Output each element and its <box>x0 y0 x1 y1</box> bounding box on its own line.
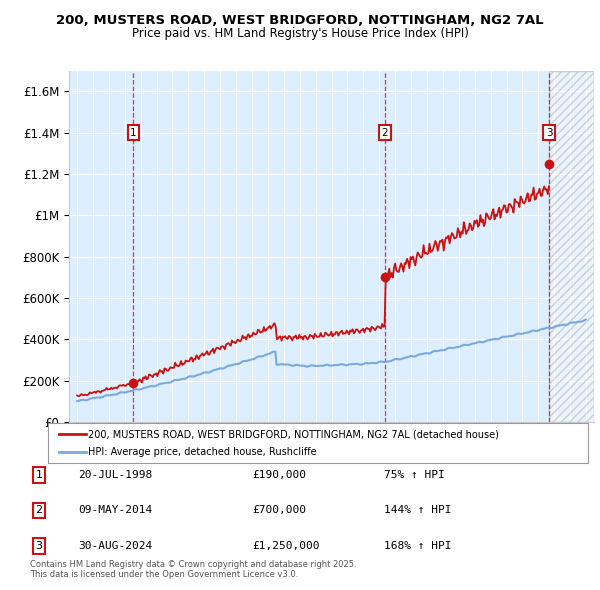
Text: £700,000: £700,000 <box>252 506 306 515</box>
Text: 200, MUSTERS ROAD, WEST BRIDGFORD, NOTTINGHAM, NG2 7AL (detached house): 200, MUSTERS ROAD, WEST BRIDGFORD, NOTTI… <box>89 430 499 440</box>
Text: 75% ↑ HPI: 75% ↑ HPI <box>384 470 445 480</box>
Text: Contains HM Land Registry data © Crown copyright and database right 2025.
This d: Contains HM Land Registry data © Crown c… <box>30 560 356 579</box>
Text: £190,000: £190,000 <box>252 470 306 480</box>
Text: 30-AUG-2024: 30-AUG-2024 <box>78 541 152 550</box>
Text: 3: 3 <box>35 541 43 550</box>
Text: HPI: Average price, detached house, Rushcliffe: HPI: Average price, detached house, Rush… <box>89 447 317 457</box>
Text: 3: 3 <box>545 128 552 137</box>
Text: 168% ↑ HPI: 168% ↑ HPI <box>384 541 452 550</box>
Text: 09-MAY-2014: 09-MAY-2014 <box>78 506 152 515</box>
Text: 200, MUSTERS ROAD, WEST BRIDGFORD, NOTTINGHAM, NG2 7AL: 200, MUSTERS ROAD, WEST BRIDGFORD, NOTTI… <box>56 14 544 27</box>
Text: 2: 2 <box>35 506 43 515</box>
Text: 1: 1 <box>35 470 43 480</box>
Text: £1,250,000: £1,250,000 <box>252 541 320 550</box>
Bar <box>549 71 594 422</box>
Text: 20-JUL-1998: 20-JUL-1998 <box>78 470 152 480</box>
Text: Price paid vs. HM Land Registry's House Price Index (HPI): Price paid vs. HM Land Registry's House … <box>131 27 469 40</box>
Text: 2: 2 <box>382 128 388 137</box>
Text: 1: 1 <box>130 128 137 137</box>
Text: 144% ↑ HPI: 144% ↑ HPI <box>384 506 452 515</box>
Bar <box>549 71 594 422</box>
